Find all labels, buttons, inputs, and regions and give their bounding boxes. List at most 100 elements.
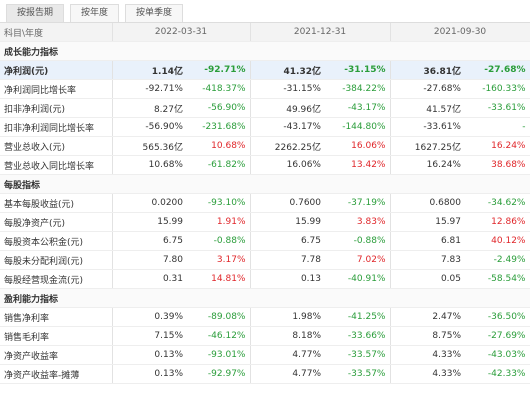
value-cell: 7.78: [250, 250, 325, 270]
section-row: 盈利能力指标: [0, 288, 530, 308]
value-cell: 4.33%: [390, 345, 465, 365]
change-cell: -36.50%: [465, 307, 530, 327]
change-cell: -: [465, 117, 530, 137]
value-cell: 4.33%: [390, 364, 465, 384]
section-row: 每股指标: [0, 174, 530, 194]
change-cell: -0.88%: [187, 231, 251, 251]
tab[interactable]: 按报告期: [6, 4, 65, 22]
change-cell: 13.42%: [325, 155, 391, 175]
value-cell: -56.90%: [112, 117, 187, 137]
change-cell: -93.01%: [187, 345, 251, 365]
row-label: 净资产收益率-摊薄: [0, 364, 113, 384]
change-cell: -89.08%: [187, 307, 251, 327]
change-cell: -46.12%: [187, 326, 251, 346]
value-cell: 4.77%: [250, 364, 325, 384]
value-cell: 16.06%: [250, 155, 325, 175]
change-cell: 14.81%: [187, 269, 251, 289]
value-cell: 0.0200: [112, 193, 187, 213]
change-cell: -34.62%: [465, 193, 530, 213]
tab[interactable]: 按年度: [70, 4, 120, 22]
change-cell: -0.88%: [325, 231, 391, 251]
change-cell: -33.57%: [325, 364, 391, 384]
data-row: 扣非净利润(元) 8.27亿 -56.90% 49.96亿 -43.17% 41.57亿 -…: [0, 98, 530, 118]
change-cell: 1.91%: [187, 212, 251, 232]
change-cell: -92.97%: [187, 364, 251, 384]
header-cell: 科目\年度: [0, 23, 113, 42]
data-row: 营业总收入(元) 565.36亿 10.68% 2262.25亿 16.06% 1627.…: [0, 136, 530, 156]
value-cell: -33.61%: [390, 117, 465, 137]
section-title: 成长能力指标: [0, 41, 530, 61]
change-cell: -41.25%: [325, 307, 391, 327]
value-cell: 0.6800: [390, 193, 465, 213]
value-cell: 7.15%: [112, 326, 187, 346]
change-cell: -58.54%: [465, 269, 530, 289]
change-cell: -418.37%: [187, 79, 251, 99]
row-label: 每股资本公积金(元): [0, 231, 113, 251]
change-cell: -160.33%: [465, 79, 530, 99]
data-row: 每股资本公积金(元) 6.75 -0.88% 6.75 -0.88% 6.81 40.12%: [0, 231, 530, 251]
change-cell: -43.17%: [325, 98, 391, 118]
value-cell: 0.05: [390, 269, 465, 289]
change-cell: 16.06%: [325, 136, 391, 156]
value-cell: 15.97: [390, 212, 465, 232]
change-cell: -42.33%: [465, 364, 530, 384]
value-cell: 8.27亿: [112, 98, 187, 118]
data-row: 净资产收益率 0.13% -93.01% 4.77% -33.57% 4.33% -43.0…: [0, 345, 530, 365]
value-cell: 15.99: [112, 212, 187, 232]
header-cell: 2022-03-31: [112, 23, 251, 42]
tab-bar: 按报告期 按年度 按单季度: [0, 0, 530, 23]
value-cell: -27.68%: [390, 79, 465, 99]
change-cell: -33.61%: [465, 98, 530, 118]
change-cell: 40.12%: [465, 231, 530, 251]
change-cell: -231.68%: [187, 117, 251, 137]
value-cell: 0.39%: [112, 307, 187, 327]
row-label: 每股净资产(元): [0, 212, 113, 232]
data-row: 每股经营现金流(元) 0.31 14.81% 0.13 -40.91% 0.05 -58.5…: [0, 269, 530, 289]
value-cell: 1.98%: [250, 307, 325, 327]
section-row: 成长能力指标: [0, 41, 530, 61]
value-cell: 0.7600: [250, 193, 325, 213]
change-cell: -37.19%: [325, 193, 391, 213]
value-cell: -43.17%: [250, 117, 325, 137]
row-label: 净资产收益率: [0, 345, 113, 365]
table-body: 科目\年度 2022-03-31 2021-12-31 2021-09-30 成长能力指…: [0, 23, 530, 384]
value-cell: 41.57亿: [390, 98, 465, 118]
data-row: 销售毛利率 7.15% -46.12% 8.18% -33.66% 8.75% -27.69…: [0, 326, 530, 346]
row-label: 基本每股收益(元): [0, 193, 113, 213]
value-cell: 49.96亿: [250, 98, 325, 118]
change-cell: 12.86%: [465, 212, 530, 232]
value-cell: -31.15%: [250, 79, 325, 99]
change-cell: 3.83%: [325, 212, 391, 232]
row-label: 每股经营现金流(元): [0, 269, 113, 289]
row-label: 营业总收入同比增长率: [0, 155, 113, 175]
section-title: 每股指标: [0, 174, 530, 194]
value-cell: 565.36亿: [112, 136, 187, 156]
change-cell: -2.49%: [465, 250, 530, 270]
change-cell: 38.68%: [465, 155, 530, 175]
value-cell: 4.77%: [250, 345, 325, 365]
row-label: 扣非净利润(元): [0, 98, 113, 118]
change-cell: -27.68%: [465, 60, 530, 80]
change-cell: -384.22%: [325, 79, 391, 99]
tab[interactable]: 按单季度: [125, 4, 184, 22]
change-cell: 7.02%: [325, 250, 391, 270]
change-cell: -56.90%: [187, 98, 251, 118]
change-cell: -43.03%: [465, 345, 530, 365]
finance-table: 科目\年度 2022-03-31 2021-12-31 2021-09-30 成长能力指…: [0, 23, 530, 384]
row-label: 净利润(元): [0, 60, 113, 80]
value-cell: 7.80: [112, 250, 187, 270]
row-label: 扣非净利润同比增长率: [0, 117, 113, 137]
data-row: 每股未分配利润(元) 7.80 3.17% 7.78 7.02% 7.83 -2.49%: [0, 250, 530, 270]
value-cell: 0.31: [112, 269, 187, 289]
data-row: 扣非净利润同比增长率 -56.90% -231.68% -43.17% -144.80%…: [0, 117, 530, 137]
change-cell: -144.80%: [325, 117, 391, 137]
change-cell: 3.17%: [187, 250, 251, 270]
value-cell: 1.14亿: [112, 60, 187, 80]
value-cell: 0.13: [250, 269, 325, 289]
value-cell: 16.24%: [390, 155, 465, 175]
change-cell: -31.15%: [325, 60, 391, 80]
data-row: 每股净资产(元) 15.99 1.91% 15.99 3.83% 15.97 12.86%: [0, 212, 530, 232]
data-row: 销售净利率 0.39% -89.08% 1.98% -41.25% 2.47% -36.50…: [0, 307, 530, 327]
row-label: 净利润同比增长率: [0, 79, 113, 99]
